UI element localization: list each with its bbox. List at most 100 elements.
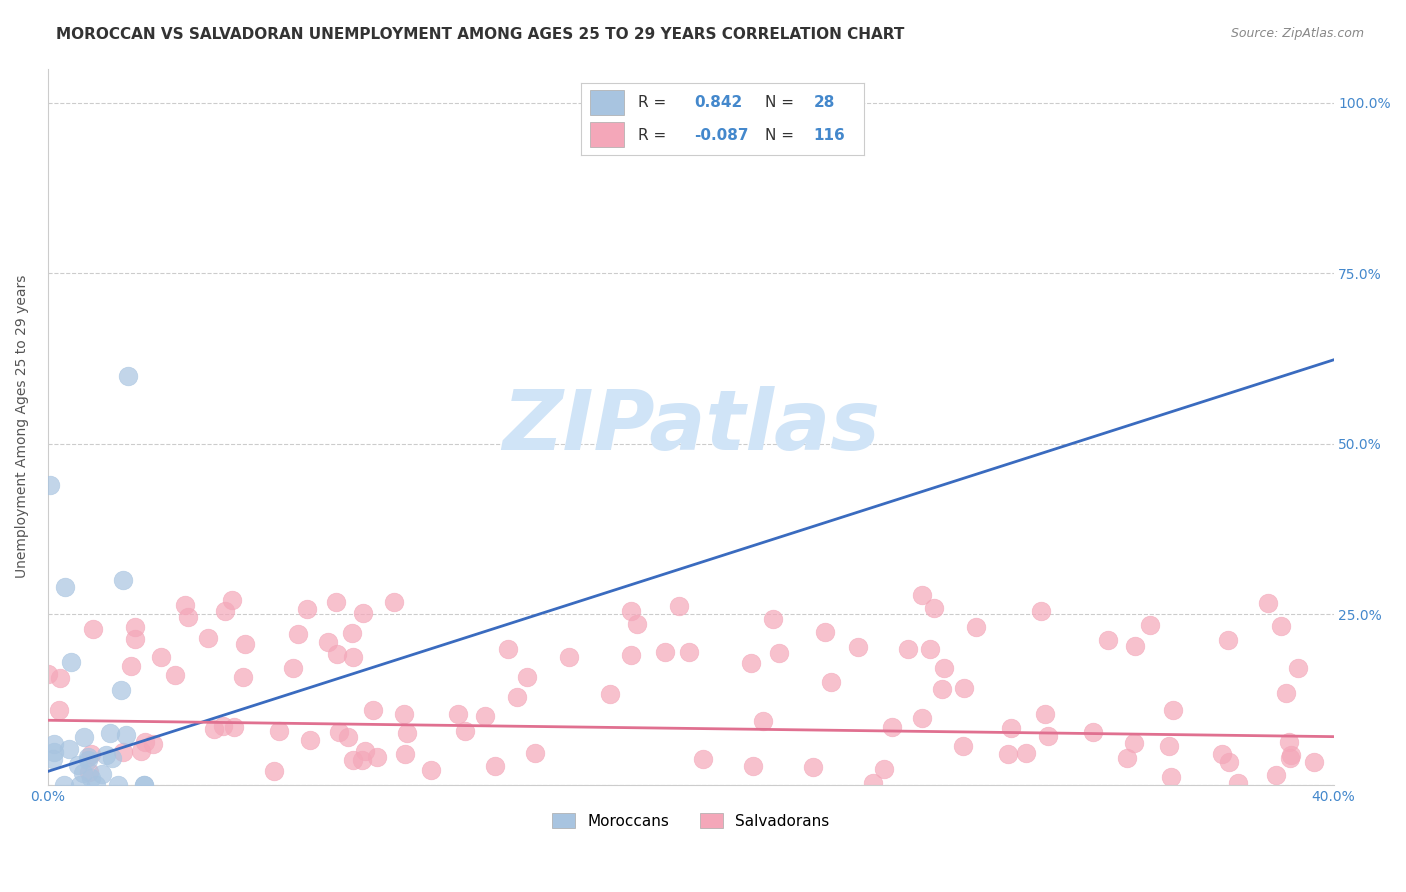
Point (59, 655, 82, 669)
Point (678, 645, 700, 659)
Text: MOROCCAN VS SALVADORAN UNEMPLOYMENT AMONG AGES 25 TO 29 YEARS CORRELATION CHART: MOROCCAN VS SALVADORAN UNEMPLOYMENT AMON… (56, 27, 904, 42)
Point (77, 753, 100, 767)
Point (366, 750, 388, 764)
Point (269, 724, 291, 739)
Point (67, 757, 90, 772)
Point (1211, 747, 1233, 761)
Point (111, 745, 134, 759)
Point (37, 667, 59, 681)
Point (342, 753, 364, 767)
Point (354, 744, 377, 758)
Point (897, 642, 920, 657)
Point (142, 737, 165, 751)
Point (124, 632, 146, 646)
Point (668, 599, 690, 614)
Point (42, 752, 65, 766)
Point (654, 645, 676, 659)
Point (620, 604, 643, 618)
Point (328, 724, 350, 739)
Point (524, 746, 547, 760)
Point (801, 760, 824, 774)
Point (846, 640, 869, 655)
Point (911, 588, 934, 602)
Point (232, 670, 254, 684)
Point (69, 778, 91, 792)
Point (177, 610, 200, 624)
Point (233, 637, 256, 651)
Point (1122, 736, 1144, 750)
Point (922, 601, 945, 615)
Text: ZIPatlas: ZIPatlas (502, 386, 880, 467)
Point (221, 593, 243, 607)
Point (53, 580, 76, 594)
Point (1161, 703, 1184, 717)
Point (740, 656, 762, 670)
Point (1097, 632, 1119, 647)
Point (965, 619, 987, 633)
Point (42, 745, 65, 759)
Point (134, 778, 156, 792)
Point (352, 753, 374, 767)
Point (1279, 750, 1302, 764)
Point (474, 709, 496, 723)
Point (325, 595, 347, 609)
Text: Source: ZipAtlas.com: Source: ZipAtlas.com (1230, 27, 1364, 40)
Point (361, 703, 384, 717)
Point (202, 722, 225, 736)
Point (129, 744, 152, 758)
Point (768, 646, 790, 660)
Point (1036, 730, 1059, 744)
Point (626, 616, 648, 631)
Point (1014, 747, 1036, 761)
Point (353, 606, 375, 620)
Point (762, 612, 785, 626)
Point (931, 681, 953, 696)
Point (1116, 751, 1139, 765)
Point (111, 574, 134, 588)
Point (283, 661, 305, 675)
Point (382, 595, 405, 609)
Point (1279, 747, 1302, 762)
Point (918, 641, 941, 656)
Point (77, 749, 100, 764)
Point (107, 778, 129, 792)
Point (741, 759, 763, 773)
Point (163, 667, 186, 681)
Point (1081, 725, 1104, 739)
Point (392, 707, 415, 722)
Point (73, 731, 96, 745)
Point (124, 619, 146, 633)
Point (212, 719, 235, 733)
Point (316, 635, 339, 649)
Point (1139, 618, 1161, 632)
Point (516, 670, 538, 684)
Point (752, 714, 775, 729)
Point (77, 764, 100, 779)
Point (498, 642, 520, 657)
Point (394, 747, 416, 761)
Point (1000, 721, 1022, 735)
Point (214, 603, 236, 617)
Point (82, 622, 104, 636)
Point (814, 625, 837, 640)
Point (454, 724, 477, 739)
Point (110, 682, 132, 697)
Point (1286, 661, 1309, 675)
Point (101, 751, 124, 765)
Point (42, 737, 65, 751)
Point (1227, 776, 1250, 790)
Point (952, 681, 974, 696)
Point (1218, 755, 1240, 769)
Legend: Moroccans, Salvadorans: Moroccans, Salvadorans (546, 806, 835, 835)
Point (263, 764, 285, 779)
Point (80, 747, 103, 761)
Point (91, 767, 114, 781)
Point (38, 478, 60, 492)
Point (295, 602, 318, 616)
Point (506, 690, 529, 705)
Point (820, 674, 842, 689)
Point (619, 648, 641, 662)
Point (58, 741, 80, 756)
Point (48, 702, 70, 716)
Point (120, 659, 142, 673)
